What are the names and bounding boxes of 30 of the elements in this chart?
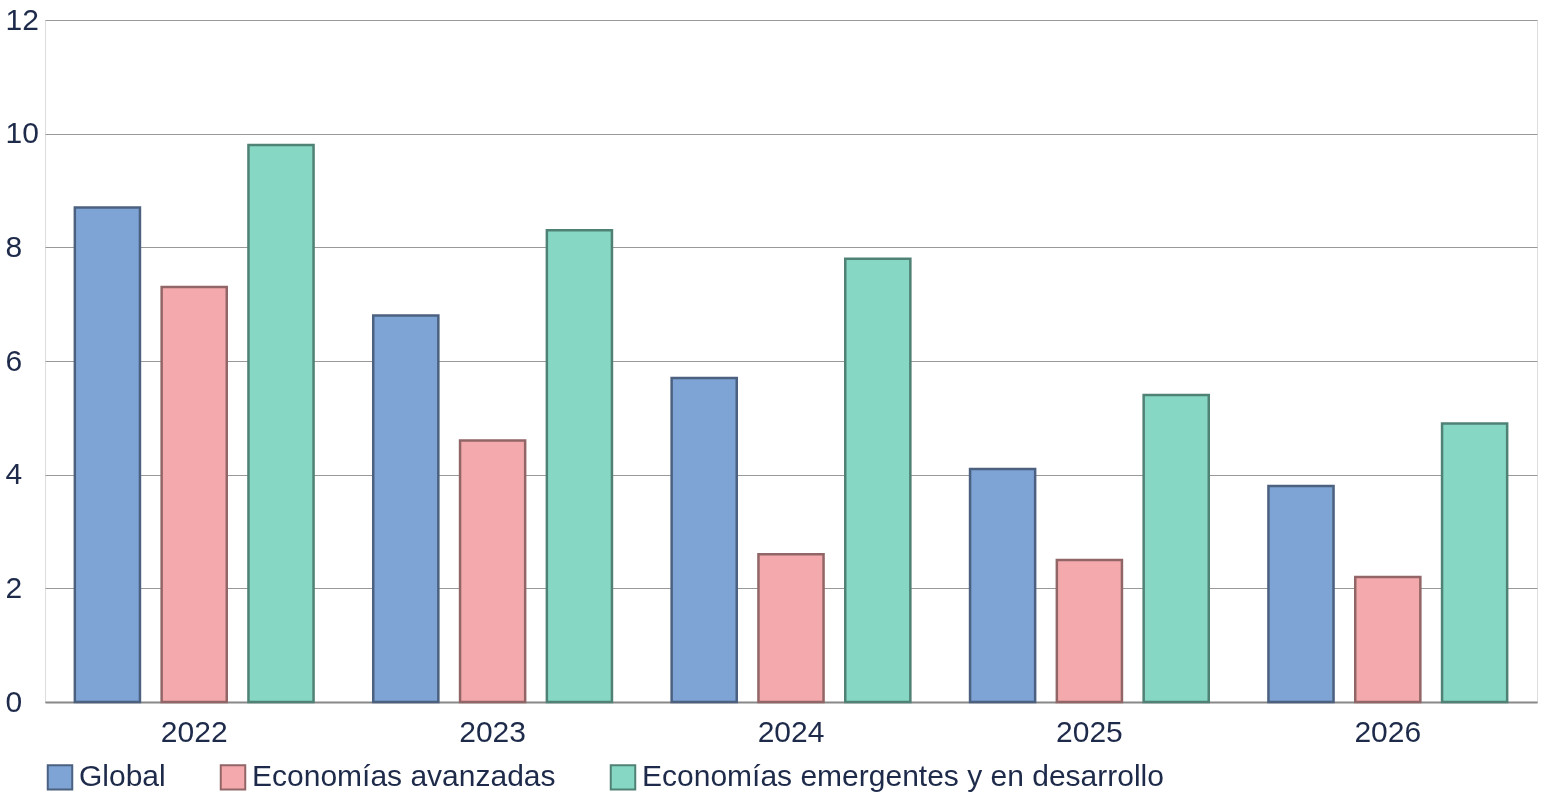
bar: [73, 206, 142, 704]
bar: [1440, 422, 1509, 704]
x-tick-label: 2024: [757, 714, 825, 748]
y-tick-label: 8: [5, 229, 23, 263]
x-tick-label: 2025: [1056, 714, 1123, 748]
bar: [160, 285, 228, 704]
bar: [670, 376, 738, 704]
x-tick-label: 2022: [160, 714, 228, 748]
legend-label: Global: [79, 759, 166, 793]
bar: [844, 257, 912, 704]
x-tick-label: 2026: [1354, 714, 1422, 748]
bar: [1055, 558, 1124, 704]
legend-label: Economías avanzadas: [252, 759, 556, 793]
y-tick-label: 4: [5, 457, 23, 491]
bar: [757, 552, 825, 704]
y-tick-label: 6: [5, 343, 23, 377]
bar: [1142, 393, 1211, 704]
bar: [371, 314, 440, 704]
bar: [1354, 575, 1422, 704]
bar: [968, 467, 1037, 704]
bar: [545, 229, 614, 704]
bar: [458, 439, 527, 704]
y-tick-label: 12: [5, 2, 39, 36]
x-tick-label: 2023: [459, 714, 526, 748]
y-tick-label: 10: [5, 116, 39, 150]
legend-label: Economías emergentes y en desarrollo: [642, 759, 1164, 793]
y-tick-label: 0: [5, 684, 23, 718]
bar: [1267, 484, 1335, 704]
bar: [247, 143, 315, 704]
y-tick-label: 2: [5, 570, 23, 604]
